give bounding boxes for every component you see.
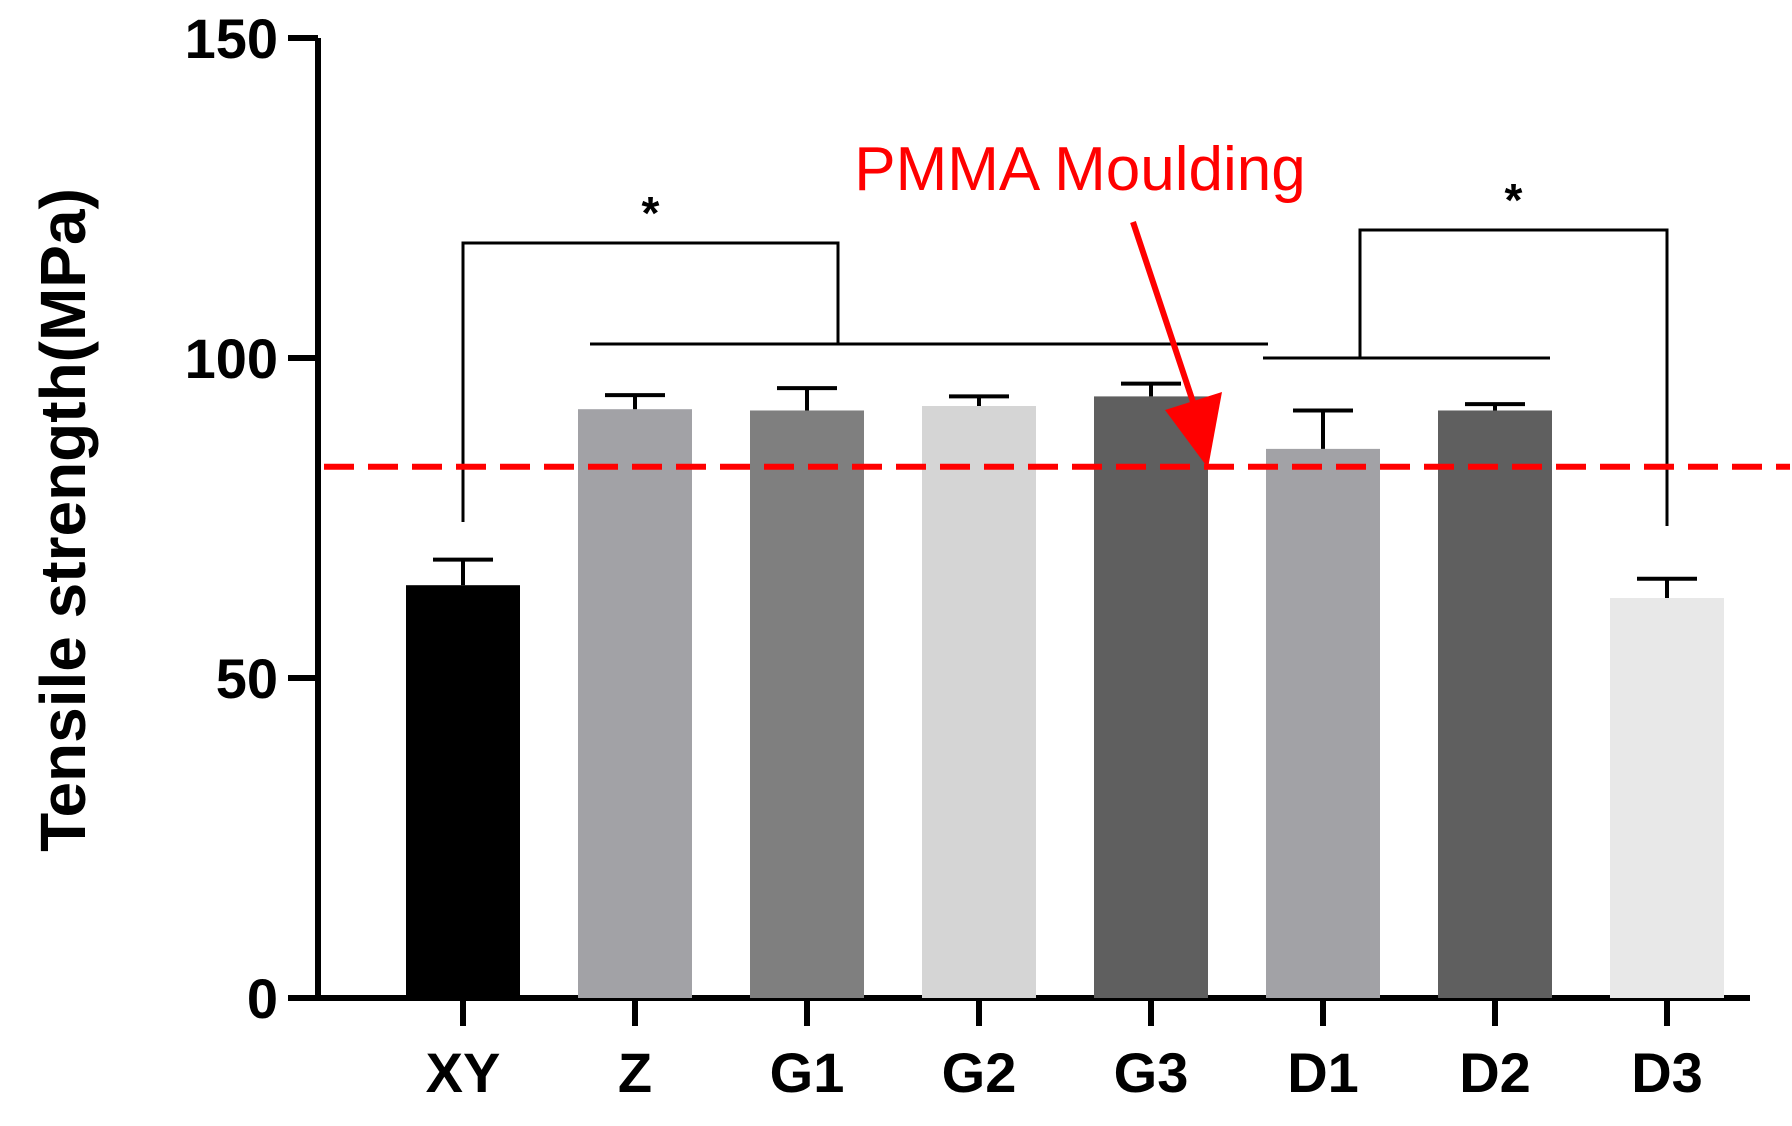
annotation-arrow-head: [1165, 392, 1222, 468]
bar: [750, 410, 864, 999]
x-tick-label: Z: [618, 1041, 652, 1104]
y-tick-label: 0: [247, 967, 278, 1030]
x-tick-label: XY: [426, 1041, 501, 1104]
bar: [1610, 598, 1724, 998]
reference-line-group: PMMA Moulding: [324, 135, 1790, 470]
bars: [406, 381, 1724, 999]
bar: [406, 585, 520, 998]
y-axis-label: Tensile strength(MPa): [27, 188, 99, 852]
reference-line-label: PMMA Moulding: [854, 135, 1305, 204]
x-tick-label: D2: [1459, 1041, 1531, 1104]
significance-bracket: [1358, 228, 1669, 526]
bar: [922, 406, 1036, 998]
bar: [1438, 410, 1552, 999]
significance-star: *: [642, 187, 660, 239]
annotation-arrow-shaft: [1130, 221, 1196, 403]
x-tick-label: G2: [942, 1041, 1017, 1104]
x-tick-label: D3: [1631, 1041, 1703, 1104]
significance-bracket: [461, 241, 840, 522]
x-tick-label: D1: [1287, 1041, 1359, 1104]
x-tick-label: G1: [770, 1041, 845, 1104]
significance-brackets: * *: [461, 174, 1669, 526]
bar: [1266, 448, 1380, 998]
y-tick-label: 50: [216, 647, 278, 710]
significance-star: *: [1505, 174, 1523, 226]
bar: [1094, 396, 1208, 998]
bar: [578, 409, 692, 998]
x-tick-label: G3: [1114, 1041, 1189, 1104]
y-tick-label: 100: [185, 327, 278, 390]
y-tick-label: 150: [185, 7, 278, 70]
